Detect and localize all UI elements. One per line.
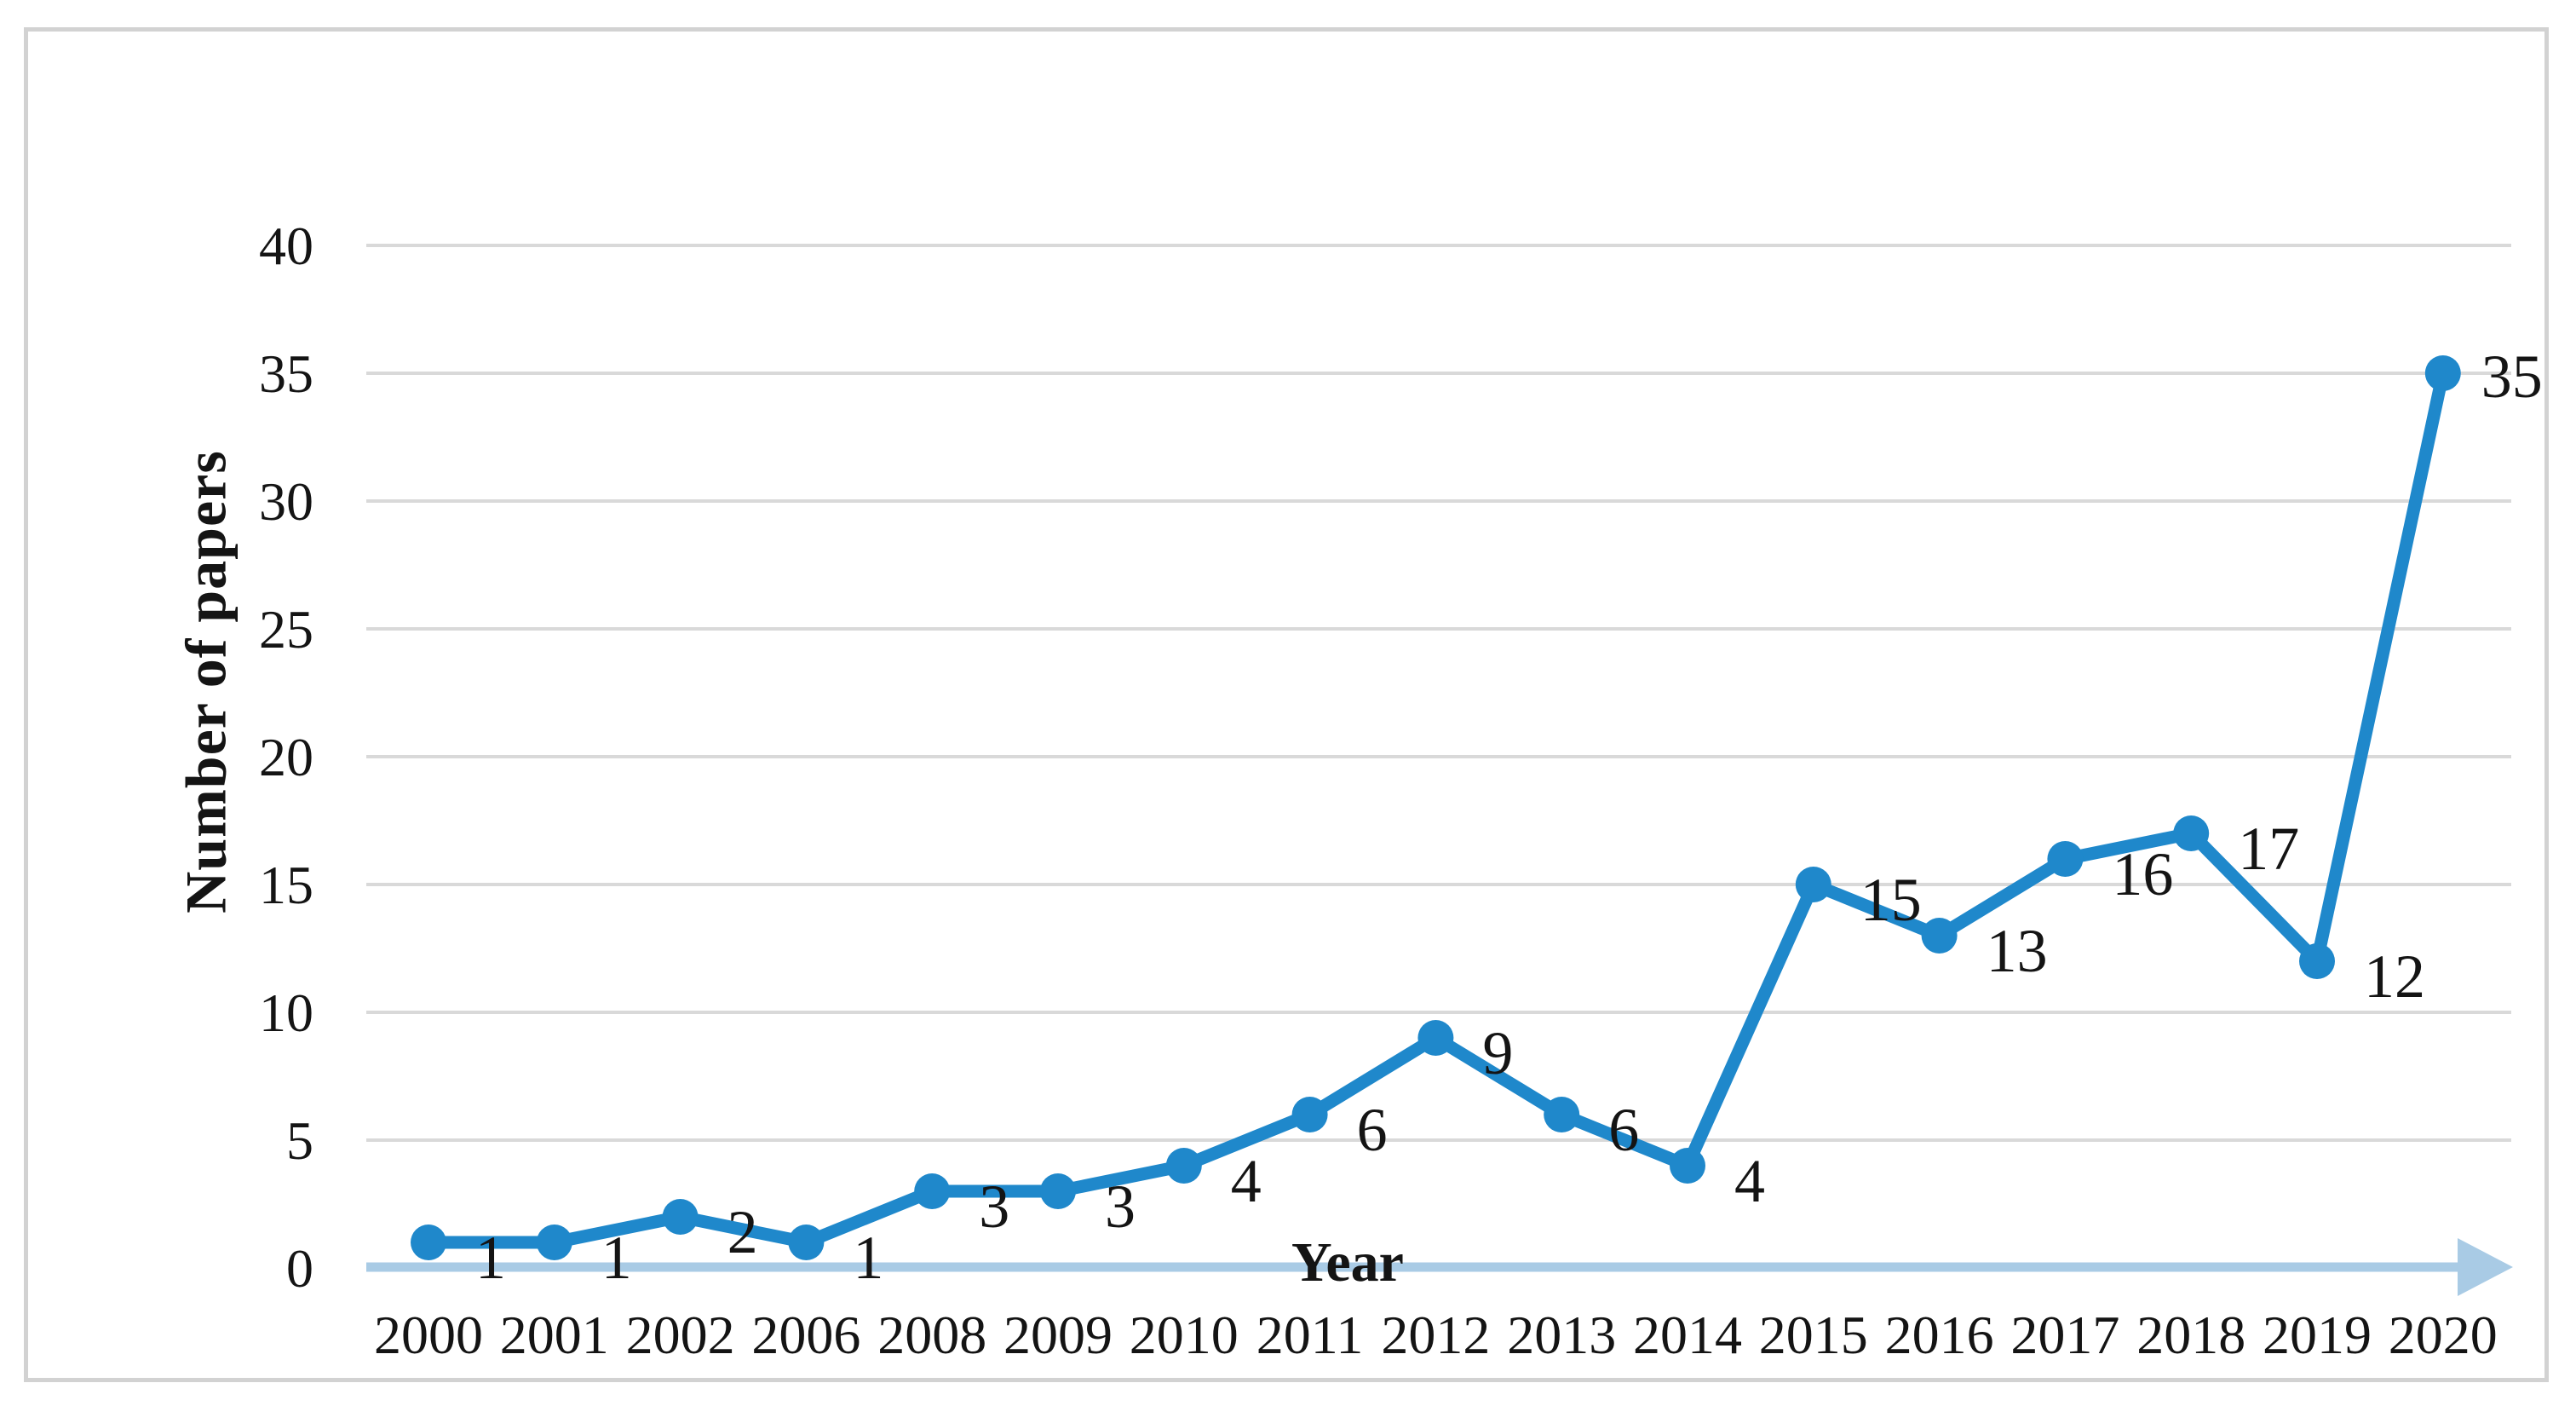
data-label: 6 bbox=[1357, 1096, 1388, 1164]
x-axis-arrow bbox=[366, 1238, 2513, 1296]
x-tick-label: 2006 bbox=[751, 1305, 860, 1365]
data-label: 16 bbox=[2112, 840, 2173, 908]
data-point bbox=[1291, 1097, 1328, 1132]
data-label: 9 bbox=[1482, 1019, 1513, 1087]
x-axis-title: Year bbox=[1291, 1231, 1404, 1294]
x-tick-label: 2018 bbox=[2136, 1305, 2245, 1365]
data-label: 35 bbox=[2481, 343, 2543, 411]
series-line bbox=[428, 372, 2450, 1249]
data-point bbox=[1670, 1148, 1705, 1184]
x-tick-label: 2016 bbox=[1885, 1305, 1994, 1365]
data-point bbox=[411, 1224, 446, 1260]
x-tick-label: 2012 bbox=[1381, 1305, 1490, 1365]
data-label: 15 bbox=[1860, 866, 1922, 934]
x-tick-label: 2000 bbox=[374, 1305, 483, 1365]
data-point bbox=[662, 1199, 699, 1235]
x-tick-label: 2013 bbox=[1507, 1305, 1616, 1365]
data-point bbox=[1921, 918, 1958, 954]
x-tick-label: 2008 bbox=[877, 1305, 986, 1365]
data-point bbox=[1544, 1097, 1580, 1132]
data-label: 4 bbox=[1734, 1147, 1765, 1215]
x-tick-label: 2017 bbox=[2010, 1305, 2119, 1365]
data-label: 13 bbox=[1987, 917, 2048, 985]
x-tick-label: 2014 bbox=[1633, 1305, 1742, 1365]
data-point bbox=[2299, 943, 2335, 979]
data-point bbox=[1417, 1020, 1454, 1056]
data-label: 12 bbox=[2364, 942, 2425, 1011]
y-axis-title: Number of papers bbox=[173, 450, 239, 913]
data-label: 2 bbox=[727, 1198, 758, 1266]
x-tick-label: 2002 bbox=[626, 1305, 735, 1365]
y-tick-label: 5 bbox=[286, 1110, 313, 1171]
x-axis-tick-labels: 2000 2001 2002 2006 2008 2009 2010 2011 2012 2013… bbox=[374, 1305, 2498, 1365]
x-tick-label: 2009 bbox=[1003, 1305, 1113, 1365]
x-tick-label: 2011 bbox=[1256, 1305, 1364, 1365]
data-point bbox=[1040, 1173, 1076, 1209]
series-polyline bbox=[428, 372, 2450, 1249]
x-tick-label: 2020 bbox=[2389, 1305, 2498, 1365]
x-tick-label: 2001 bbox=[500, 1305, 609, 1365]
data-point bbox=[2047, 841, 2084, 877]
y-tick-label: 20 bbox=[259, 727, 313, 787]
data-point bbox=[1165, 1148, 1202, 1184]
x-axis-arrowhead bbox=[2458, 1238, 2513, 1296]
data-point bbox=[2173, 815, 2210, 851]
y-tick-label: 40 bbox=[259, 216, 313, 276]
data-label: 4 bbox=[1231, 1147, 1262, 1215]
data-point bbox=[2424, 355, 2461, 391]
y-tick-label: 15 bbox=[259, 855, 313, 915]
data-point-markers bbox=[411, 355, 2461, 1260]
y-tick-label: 30 bbox=[259, 471, 313, 532]
y-tick-label: 25 bbox=[259, 599, 313, 660]
y-axis-tick-labels: 0 5 10 15 20 25 30 35 40 bbox=[259, 216, 313, 1299]
data-label: 1 bbox=[601, 1224, 632, 1292]
data-label: 3 bbox=[979, 1173, 1009, 1241]
data-point bbox=[788, 1224, 825, 1260]
x-tick-label: 2019 bbox=[2263, 1305, 2372, 1365]
data-label: 3 bbox=[1105, 1173, 1136, 1241]
x-tick-label: 2010 bbox=[1130, 1305, 1239, 1365]
data-point bbox=[1795, 867, 1831, 902]
data-point bbox=[914, 1173, 951, 1209]
gridlines bbox=[366, 244, 2511, 1142]
data-point bbox=[536, 1224, 572, 1260]
data-label: 6 bbox=[1608, 1096, 1639, 1164]
y-tick-label: 0 bbox=[286, 1238, 313, 1299]
data-label: 1 bbox=[475, 1224, 506, 1292]
y-tick-label: 10 bbox=[259, 982, 313, 1043]
data-label: 17 bbox=[2238, 815, 2299, 883]
figure-border bbox=[24, 27, 2549, 1382]
data-label: 1 bbox=[853, 1224, 883, 1292]
y-tick-label: 35 bbox=[259, 343, 313, 404]
x-tick-label: 2015 bbox=[1759, 1305, 1868, 1365]
